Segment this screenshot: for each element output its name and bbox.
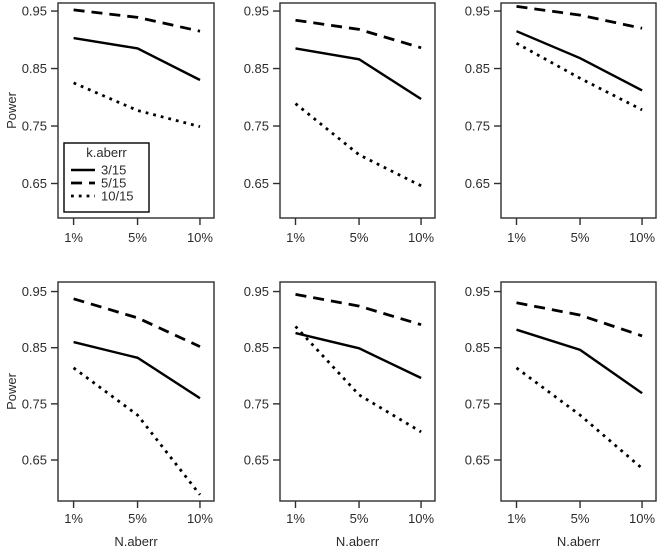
y-tick-label: 0.85 (22, 340, 47, 355)
chart-bottom-center: 0.95 0.85 0.75 0.65 1% 5% 10% N.aberr (244, 281, 436, 549)
chart-bottom-left: 0.95 0.85 0.75 0.65 1% 5% 10% Power N.aberr (4, 281, 215, 549)
chart-top-left: 0.95 0.85 0.75 0.65 1% 5% 10% Power k.aberr 3/155… (4, 2, 215, 245)
y-tick-label: 0.65 (244, 453, 269, 468)
series-line-solid (516, 328, 643, 395)
series-line-dotted (515, 41, 643, 112)
plot-border (279, 2, 436, 219)
x-tick-label: 10% (187, 511, 213, 526)
x-tick-label: 1% (507, 511, 526, 526)
panel-top-right: 0.95 0.85 0.75 0.65 1% 5% 10% (443, 0, 664, 265)
series-line-dashed (295, 293, 422, 327)
series-line-dotted (294, 325, 422, 434)
x-tick-label: 1% (64, 511, 83, 526)
legend-label: 10/15 (101, 189, 134, 204)
legend-label: 3/15 (101, 163, 126, 178)
y-tick-label: 0.65 (465, 176, 490, 191)
x-tick-label: 5% (571, 511, 590, 526)
chart-top-right: 0.95 0.85 0.75 0.65 1% 5% 10% (465, 2, 657, 245)
x-tick-label: 5% (350, 230, 369, 245)
y-tick-label: 0.85 (244, 61, 269, 76)
plot-border (279, 281, 436, 502)
y-tick-label: 0.95 (465, 4, 490, 19)
x-axis-label: N.aberr (114, 534, 158, 549)
series-line-dashed (73, 297, 201, 348)
y-tick-label: 0.75 (465, 396, 490, 411)
series-line-solid (73, 36, 201, 82)
series-line-dotted (72, 366, 202, 496)
y-tick-label: 0.85 (244, 340, 269, 355)
y-tick-label: 0.65 (465, 453, 490, 468)
y-axis-label: Power (4, 372, 19, 410)
series-line-solid (295, 331, 422, 380)
chart-top-center: 0.95 0.85 0.75 0.65 1% 5% 10% (244, 2, 436, 245)
legend-title: k.aberr (86, 145, 127, 160)
panel-bottom-right: 0.95 0.85 0.75 0.65 1% 5% 10% N.aberr (443, 265, 664, 558)
y-axis-label: Power (4, 91, 19, 129)
series-line-dotted (515, 366, 644, 470)
panel-top-left: 0.95 0.85 0.75 0.65 1% 5% 10% Power k.aberr 3/15 5… (0, 0, 222, 265)
x-tick-label: 1% (64, 230, 83, 245)
y-tick-label: 0.75 (244, 396, 269, 411)
y-tick-label: 0.65 (22, 176, 47, 191)
legend-box (63, 142, 150, 213)
y-tick-label: 0.95 (22, 284, 47, 299)
series-line-dashed (295, 18, 422, 50)
panel-bottom-center: 0.95 0.85 0.75 0.65 1% 5% 10% N.aberr (222, 265, 443, 558)
series-line-dashed (516, 301, 643, 338)
y-tick-label: 0.85 (465, 340, 490, 355)
y-tick-label: 0.85 (22, 61, 47, 76)
y-tick-label: 0.95 (22, 4, 47, 19)
x-tick-label: 5% (128, 511, 147, 526)
series-line-dashed (516, 5, 643, 30)
y-tick-label: 0.75 (22, 396, 47, 411)
x-tick-label: 5% (350, 511, 369, 526)
x-tick-label: 10% (187, 230, 213, 245)
x-tick-label: 1% (286, 511, 305, 526)
x-tick-label: 5% (571, 230, 590, 245)
y-tick-label: 0.85 (465, 61, 490, 76)
x-tick-label: 10% (629, 230, 655, 245)
y-tick-label: 0.75 (22, 119, 47, 134)
chart-bottom-right: 0.95 0.85 0.75 0.65 1% 5% 10% N.aberr (465, 281, 657, 549)
plot-border (500, 281, 657, 502)
series-line-dashed (73, 8, 201, 33)
legend-label: 5/15 (101, 176, 126, 191)
y-tick-label: 0.95 (244, 284, 269, 299)
x-tick-label: 1% (507, 230, 526, 245)
series-line-solid (73, 340, 201, 400)
series-line-solid (295, 47, 422, 101)
plot-border (500, 2, 657, 219)
y-tick-label: 0.95 (244, 4, 269, 19)
y-tick-label: 0.75 (244, 119, 269, 134)
y-tick-label: 0.65 (244, 176, 269, 191)
y-tick-label: 0.75 (465, 119, 490, 134)
x-axis-label: N.aberr (557, 534, 601, 549)
panel-bottom-left: 0.95 0.85 0.75 0.65 1% 5% 10% Power N.aberr (0, 265, 222, 558)
y-tick-label: 0.95 (465, 284, 490, 299)
x-axis-label: N.aberr (336, 534, 380, 549)
x-tick-label: 1% (286, 230, 305, 245)
x-tick-label: 10% (408, 230, 434, 245)
x-tick-label: 10% (408, 511, 434, 526)
x-tick-label: 5% (128, 230, 147, 245)
panel-top-center: 0.95 0.85 0.75 0.65 1% 5% 10% (222, 0, 443, 265)
y-tick-label: 0.65 (22, 453, 47, 468)
series-line-solid (516, 30, 643, 92)
x-tick-label: 10% (629, 511, 655, 526)
